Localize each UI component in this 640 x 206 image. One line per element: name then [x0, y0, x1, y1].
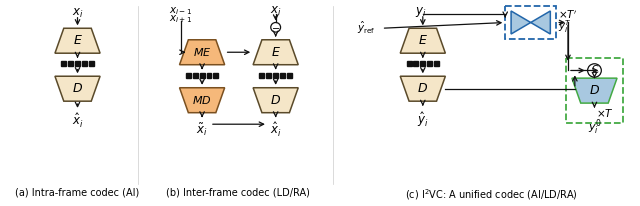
Bar	[413, 61, 419, 66]
Text: $D$: $D$	[589, 84, 600, 97]
Text: $E$: $E$	[271, 46, 280, 59]
Text: $D$: $D$	[72, 82, 83, 95]
Polygon shape	[55, 76, 100, 101]
Text: C: C	[591, 66, 598, 75]
Bar	[406, 61, 412, 66]
Text: $y_i^0$: $y_i^0$	[588, 117, 602, 137]
Polygon shape	[511, 11, 531, 34]
Bar	[259, 73, 264, 78]
Bar	[207, 73, 211, 78]
Text: $y_i$: $y_i$	[415, 5, 427, 19]
Text: $\tilde{x}_i$: $\tilde{x}_i$	[196, 121, 208, 138]
Bar	[75, 61, 80, 66]
Bar	[200, 73, 205, 78]
Text: $\times T$: $\times T$	[596, 107, 614, 119]
Bar	[273, 73, 278, 78]
Polygon shape	[531, 11, 550, 34]
Polygon shape	[572, 78, 617, 103]
Bar	[68, 61, 73, 66]
Bar	[61, 61, 66, 66]
Bar	[193, 73, 198, 78]
Text: $-$: $-$	[271, 22, 280, 32]
Text: $x_{i-1}$: $x_{i-1}$	[169, 5, 192, 17]
Text: $MD$: $MD$	[192, 94, 212, 106]
Polygon shape	[180, 88, 225, 113]
Circle shape	[271, 22, 280, 32]
Bar	[213, 73, 218, 78]
Bar	[420, 61, 425, 66]
Polygon shape	[400, 28, 445, 53]
Text: $ME$: $ME$	[193, 46, 211, 58]
Polygon shape	[253, 88, 298, 113]
Text: $E$: $E$	[418, 34, 428, 47]
Text: $x_{i+1}$: $x_{i+1}$	[169, 13, 192, 25]
Text: $E$: $E$	[72, 34, 83, 47]
Bar	[428, 61, 432, 66]
Polygon shape	[253, 40, 298, 65]
Bar	[266, 73, 271, 78]
Bar	[89, 61, 93, 66]
Text: $D$: $D$	[270, 94, 281, 107]
Polygon shape	[400, 76, 445, 101]
Circle shape	[588, 64, 602, 77]
Text: $x_i$: $x_i$	[270, 5, 282, 18]
Bar	[434, 61, 439, 66]
Text: $\hat{y}_i$: $\hat{y}_i$	[417, 110, 429, 129]
Bar	[186, 73, 191, 78]
Text: (c) I$^2$VC: A unified codec (AI/LD/RA): (c) I$^2$VC: A unified codec (AI/LD/RA)	[405, 187, 578, 202]
Bar	[280, 73, 285, 78]
Polygon shape	[180, 40, 225, 65]
Text: (a) Intra-frame codec (AI): (a) Intra-frame codec (AI)	[15, 187, 140, 198]
Text: $y_i^T$: $y_i^T$	[558, 18, 572, 35]
Bar	[287, 73, 292, 78]
Bar	[82, 61, 87, 66]
Text: $\hat{x}_i$: $\hat{x}_i$	[270, 121, 282, 139]
Polygon shape	[55, 28, 100, 53]
Text: $\times T'$: $\times T'$	[558, 9, 578, 21]
Text: $\hat{y}_\mathrm{ref}$: $\hat{y}_\mathrm{ref}$	[356, 20, 375, 36]
Text: $\hat{x}_i$: $\hat{x}_i$	[72, 112, 83, 130]
Text: (b) Inter-frame codec (LD/RA): (b) Inter-frame codec (LD/RA)	[166, 187, 310, 198]
Text: $x_i$: $x_i$	[72, 7, 83, 20]
Text: $D$: $D$	[417, 82, 428, 95]
